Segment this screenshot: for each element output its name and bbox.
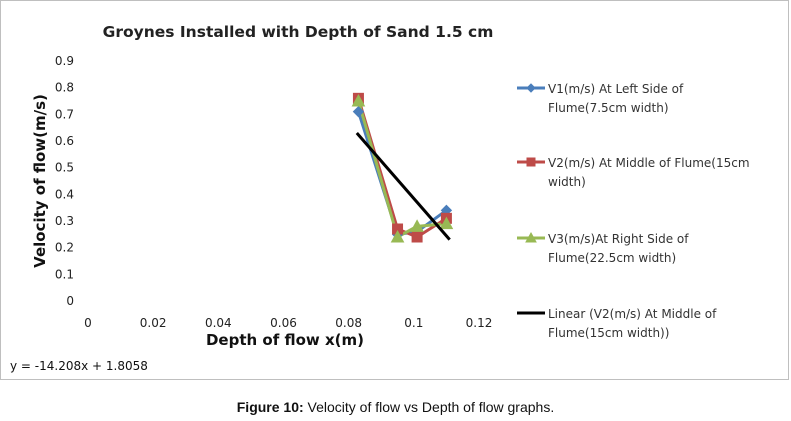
data-point-triangle: [439, 216, 454, 230]
data-point-triangle: [410, 219, 424, 232]
data-point-square: [526, 157, 536, 167]
chart-title: Groynes Installed with Depth of Sand 1.5…: [103, 23, 494, 41]
caption-label: Figure 10:: [236, 399, 304, 415]
trendline-equation: y = -14.208x + 1.8058: [10, 359, 148, 373]
figure-caption: Figure 10: Velocity of flow vs Depth of …: [0, 399, 791, 415]
data-point-square: [411, 231, 423, 243]
y-tick-label: 0.4: [55, 187, 74, 201]
chart-svg: Groynes Installed with Depth of Sand 1.5…: [10, 23, 750, 373]
data-point-triangle: [525, 231, 537, 243]
data-point-triangle: [390, 229, 405, 243]
data-point-diamond: [526, 83, 536, 93]
x-tick-label: 0: [84, 316, 92, 330]
plot-area: [351, 92, 454, 243]
caption-text: Velocity of flow vs Depth of flow graphs…: [303, 399, 555, 415]
series-line-1: [357, 111, 448, 236]
legend-label: Linear (V2(m/s) At Middle of: [548, 307, 717, 321]
y-tick-label: 0.5: [55, 161, 74, 175]
y-tick-label: 0.9: [55, 54, 74, 68]
trendline: [355, 132, 451, 241]
x-tick-label: 0.02: [140, 316, 167, 330]
y-axis-title: Velocity of flow(m/s): [31, 94, 49, 268]
x-axis-ticks: 0 0.02 0.04 0.06 0.08 0.1 0.12: [84, 316, 492, 330]
legend-label: width): [548, 175, 586, 189]
legend: V1(m/s) At Left Side of Flume(7.5cm width…: [517, 82, 750, 340]
y-tick-label: 0.7: [55, 107, 74, 121]
legend-label: V3(m/s)At Right Side of: [548, 232, 689, 246]
x-tick-label: 0.12: [466, 316, 493, 330]
x-tick-label: 0.1: [404, 316, 423, 330]
data-point-triangle: [351, 93, 366, 107]
x-tick-label: 0.08: [335, 316, 362, 330]
y-axis-ticks: 0 0.1 0.2 0.3 0.4 0.5 0.6 0.7 0.8 0.9: [55, 54, 74, 308]
legend-entry: V2(m/s) At Middle of Flume(15cm width): [517, 156, 750, 189]
chart-frame: [0, 0, 789, 380]
series-line-3: [357, 100, 447, 239]
legend-entry: V3(m/s)At Right Side of Flume(22.5cm widt…: [517, 231, 689, 265]
series-line-2: [357, 97, 448, 239]
data-point-diamond: [352, 105, 365, 118]
x-tick-label: 0.06: [270, 316, 297, 330]
legend-entry: V1(m/s) At Left Side of Flume(7.5cm width…: [517, 82, 684, 115]
legend-label: Flume(7.5cm width): [548, 101, 669, 115]
y-tick-label: 0: [66, 294, 74, 308]
legend-label: Flume(22.5cm width): [548, 251, 676, 265]
legend-entry: Linear (V2(m/s) At Middle of Flume(15cm w…: [517, 307, 717, 340]
y-tick-label: 0.1: [55, 267, 74, 281]
legend-label: V2(m/s) At Middle of Flume(15cm: [548, 156, 750, 170]
y-tick-label: 0.3: [55, 214, 74, 228]
y-tick-label: 0.2: [55, 241, 74, 255]
legend-label: V1(m/s) At Left Side of: [548, 82, 684, 96]
legend-label: Flume(15cm width)): [548, 326, 669, 340]
x-axis-title: Depth of flow x(m): [206, 331, 364, 349]
x-tick-label: 0.04: [205, 316, 232, 330]
y-tick-label: 0.6: [55, 134, 74, 148]
y-tick-label: 0.8: [55, 81, 74, 95]
